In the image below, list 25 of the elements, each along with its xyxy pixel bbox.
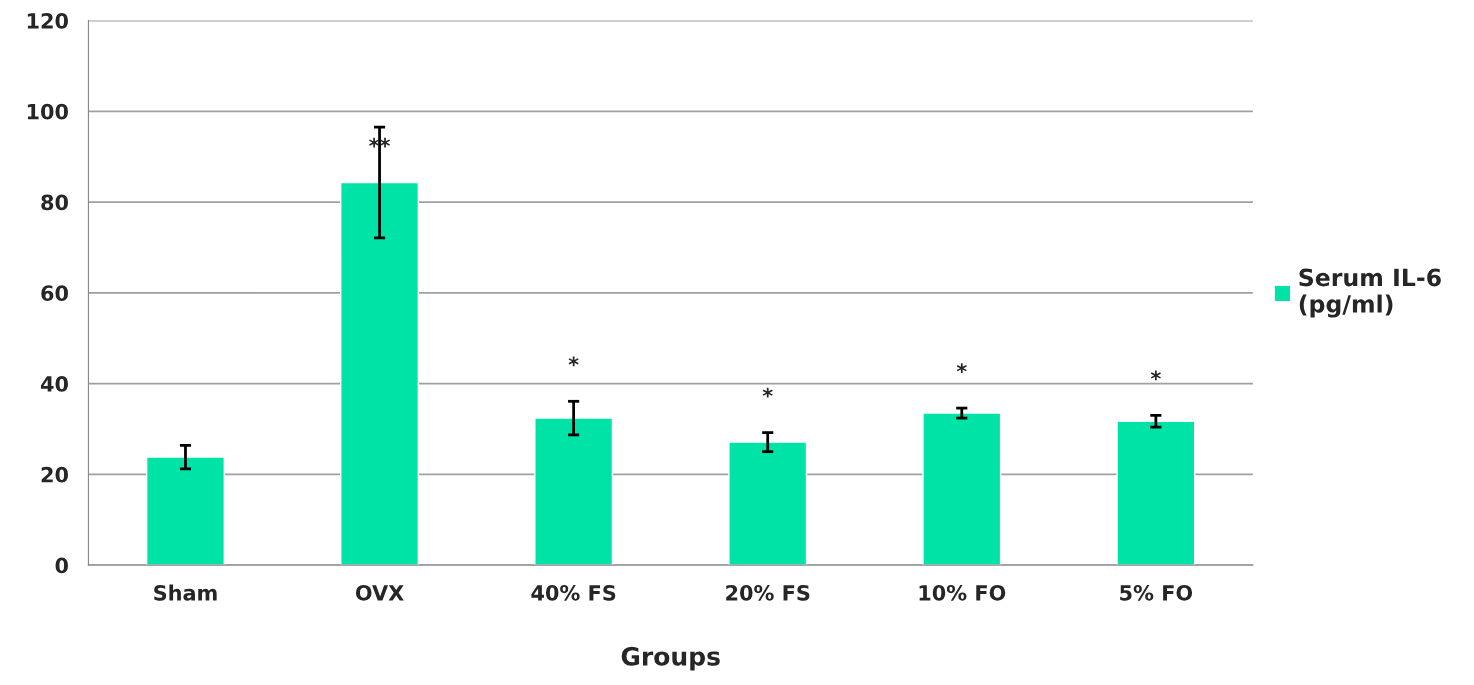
- legend-label: Serum IL-6 (pg/ml): [1299, 268, 1441, 318]
- bar: [534, 417, 614, 566]
- y-tick-label: 40: [40, 376, 68, 392]
- x-tick-label: 10% FO: [919, 584, 1006, 601]
- y-tick-label: 60: [41, 285, 68, 302]
- x-tick-label: OVX: [355, 584, 404, 601]
- x-axis-title: Groups: [621, 646, 720, 671]
- annotation: *: [956, 363, 967, 373]
- bar: [145, 456, 225, 566]
- x-tick-label: 5% FO: [1120, 584, 1193, 601]
- bar: [1116, 420, 1196, 566]
- y-tick-label: 100: [27, 103, 68, 120]
- bar: [728, 441, 808, 566]
- bar: [340, 181, 420, 566]
- y-tick-label: 0: [55, 557, 68, 574]
- x-tick-label: 40% FS: [531, 584, 616, 601]
- y-tick-label: 80: [41, 194, 68, 211]
- x-tick-label: Sham: [154, 584, 217, 601]
- y-tick-label: 20: [41, 466, 68, 483]
- annotation: *: [568, 356, 579, 367]
- bar: [922, 412, 1002, 566]
- annotation: *: [1150, 370, 1161, 381]
- x-tick-label: 20% FS: [726, 584, 810, 601]
- y-tick-label: 120: [27, 13, 68, 29]
- annotation: *: [762, 387, 773, 398]
